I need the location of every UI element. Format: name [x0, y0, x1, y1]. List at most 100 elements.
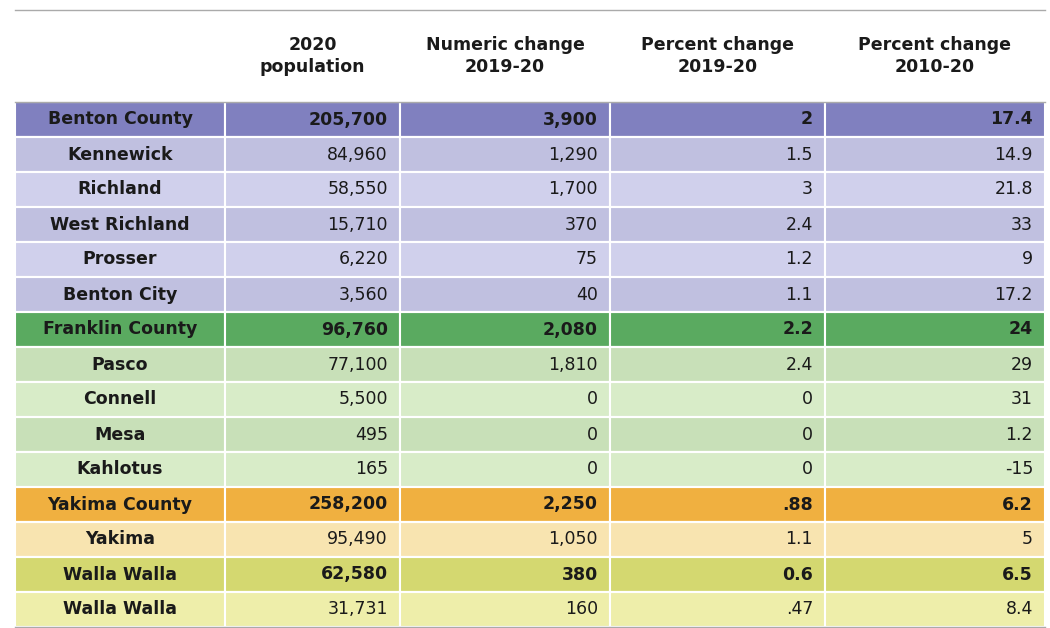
Text: 1.2: 1.2	[1006, 426, 1033, 443]
Text: Kahlotus: Kahlotus	[77, 460, 163, 479]
Text: 21.8: 21.8	[994, 180, 1033, 198]
Bar	[225, 452, 400, 487]
Bar	[15, 277, 225, 312]
Bar	[225, 522, 400, 557]
Text: 31: 31	[1011, 391, 1033, 408]
Text: 14.9: 14.9	[994, 146, 1033, 163]
Text: 17.4: 17.4	[990, 111, 1033, 129]
Text: 3,560: 3,560	[338, 286, 388, 303]
Text: 31,731: 31,731	[328, 600, 388, 619]
Bar	[400, 592, 610, 627]
Text: 0: 0	[802, 391, 813, 408]
Text: 62,580: 62,580	[321, 565, 388, 583]
Bar	[15, 487, 225, 522]
Text: 1,810: 1,810	[548, 355, 598, 374]
Bar	[825, 242, 1045, 277]
Bar	[825, 417, 1045, 452]
Text: Walla Walla: Walla Walla	[63, 565, 177, 583]
Text: 9: 9	[1022, 251, 1033, 269]
Bar	[610, 557, 825, 592]
Text: 0: 0	[587, 391, 598, 408]
Bar	[15, 347, 225, 382]
Text: Kennewick: Kennewick	[67, 146, 173, 163]
Text: 77,100: 77,100	[328, 355, 388, 374]
Bar	[15, 102, 225, 137]
Bar	[225, 347, 400, 382]
Text: Mesa: Mesa	[94, 426, 146, 443]
Bar	[15, 312, 225, 347]
Text: 1.5: 1.5	[785, 146, 813, 163]
Bar	[400, 172, 610, 207]
Bar	[610, 312, 825, 347]
Bar	[825, 487, 1045, 522]
Bar	[610, 452, 825, 487]
Text: 165: 165	[355, 460, 388, 479]
Text: Yakima County: Yakima County	[47, 495, 192, 514]
Bar	[825, 382, 1045, 417]
Text: Walla Walla: Walla Walla	[63, 600, 177, 619]
Bar	[825, 137, 1045, 172]
Text: 0.6: 0.6	[782, 565, 813, 583]
Bar	[15, 557, 225, 592]
Text: 84,960: 84,960	[328, 146, 388, 163]
Bar	[15, 592, 225, 627]
Bar	[400, 137, 610, 172]
Text: Pasco: Pasco	[91, 355, 148, 374]
Text: 5: 5	[1022, 531, 1033, 548]
Text: 0: 0	[587, 460, 598, 479]
Text: Numeric change
2019-20: Numeric change 2019-20	[425, 36, 585, 76]
Bar	[825, 452, 1045, 487]
Text: Yakima: Yakima	[85, 531, 155, 548]
Bar	[400, 557, 610, 592]
Text: West Richland: West Richland	[50, 215, 190, 234]
Bar	[610, 277, 825, 312]
Bar	[610, 417, 825, 452]
Bar	[225, 312, 400, 347]
Bar	[610, 207, 825, 242]
Bar	[825, 312, 1045, 347]
Bar	[225, 592, 400, 627]
Text: 6.2: 6.2	[1003, 495, 1033, 514]
Text: 6,220: 6,220	[338, 251, 388, 269]
Bar	[610, 172, 825, 207]
Bar	[400, 207, 610, 242]
Text: 2,250: 2,250	[543, 495, 598, 514]
Text: 0: 0	[587, 426, 598, 443]
Bar	[225, 382, 400, 417]
Bar	[15, 417, 225, 452]
Text: 2.4: 2.4	[785, 355, 813, 374]
Bar	[225, 102, 400, 137]
Bar	[15, 242, 225, 277]
Bar	[225, 137, 400, 172]
Bar	[225, 242, 400, 277]
Bar	[400, 102, 610, 137]
Text: Richland: Richland	[78, 180, 163, 198]
Bar	[15, 10, 1045, 102]
Text: 0: 0	[802, 426, 813, 443]
Bar	[15, 207, 225, 242]
Text: 0: 0	[802, 460, 813, 479]
Text: 2020
population: 2020 population	[259, 36, 365, 76]
Text: Prosser: Prosser	[83, 251, 158, 269]
Bar	[610, 242, 825, 277]
Bar	[825, 102, 1045, 137]
Bar	[610, 487, 825, 522]
Text: 1.1: 1.1	[785, 531, 813, 548]
Text: Benton County: Benton County	[47, 111, 192, 129]
Bar	[825, 347, 1045, 382]
Bar	[400, 382, 610, 417]
Text: 15,710: 15,710	[328, 215, 388, 234]
Text: 2,080: 2,080	[543, 320, 598, 338]
Text: -15: -15	[1005, 460, 1033, 479]
Bar	[400, 452, 610, 487]
Text: 205,700: 205,700	[309, 111, 388, 129]
Bar	[400, 277, 610, 312]
Bar	[610, 522, 825, 557]
Bar	[15, 382, 225, 417]
Text: 6.5: 6.5	[1003, 565, 1033, 583]
Bar	[225, 172, 400, 207]
Bar	[225, 557, 400, 592]
Bar	[225, 207, 400, 242]
Bar	[400, 487, 610, 522]
Text: 2.4: 2.4	[785, 215, 813, 234]
